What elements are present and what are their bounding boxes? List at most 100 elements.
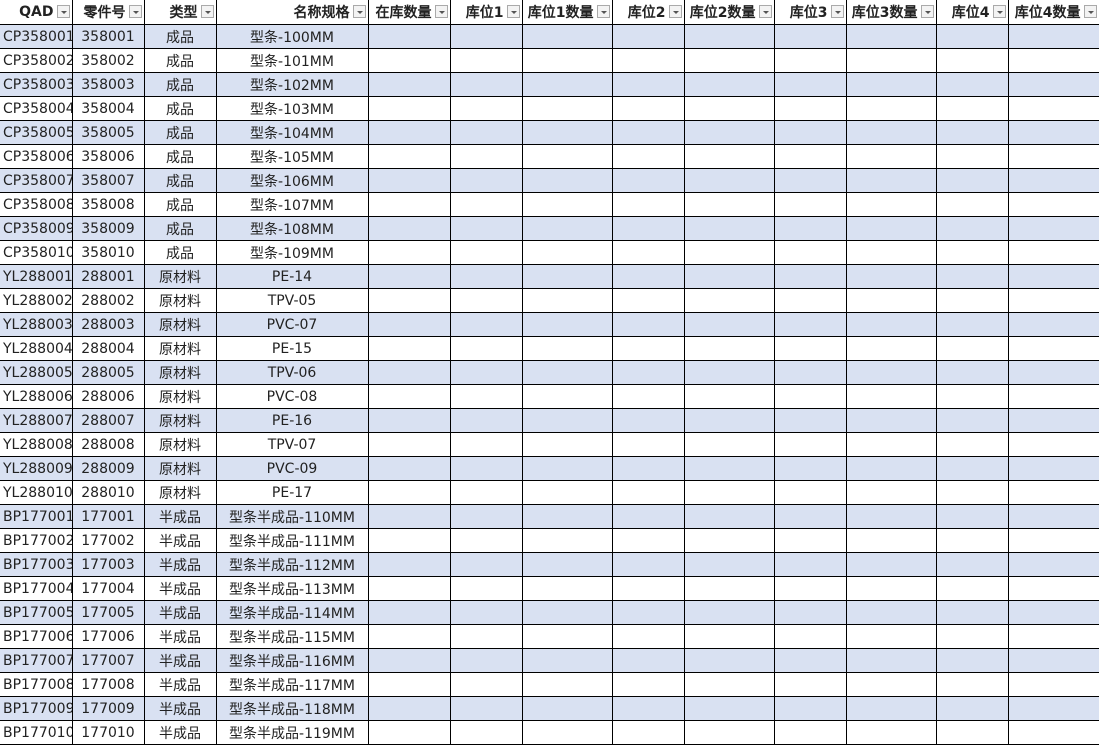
cell[interactable]: 型条-105MM [215, 144, 369, 169]
cell[interactable] [1007, 240, 1099, 265]
column-header[interactable]: 名称规格 [215, 0, 369, 25]
cell[interactable]: 成品 [143, 240, 217, 265]
cell[interactable] [935, 672, 1009, 697]
cell[interactable] [1007, 696, 1099, 721]
cell[interactable] [683, 720, 775, 745]
cell[interactable] [773, 432, 847, 457]
cell[interactable] [367, 360, 451, 385]
cell[interactable]: 358008 [71, 192, 145, 217]
cell[interactable] [845, 288, 937, 313]
cell[interactable] [773, 528, 847, 553]
cell[interactable]: YL288007 [0, 408, 73, 433]
cell[interactable]: 型条-102MM [215, 72, 369, 97]
cell[interactable] [683, 336, 775, 361]
cell[interactable] [449, 240, 523, 265]
cell[interactable] [449, 456, 523, 481]
cell[interactable]: 原材料 [143, 408, 217, 433]
cell[interactable] [1007, 96, 1099, 121]
cell[interactable] [611, 240, 685, 265]
cell[interactable] [845, 624, 937, 649]
cell[interactable] [773, 408, 847, 433]
cell[interactable] [1007, 216, 1099, 241]
cell[interactable] [845, 192, 937, 217]
cell[interactable]: 型条-108MM [215, 216, 369, 241]
cell[interactable] [521, 504, 613, 529]
cell[interactable] [367, 264, 451, 289]
cell[interactable] [935, 312, 1009, 337]
cell[interactable] [773, 456, 847, 481]
cell[interactable] [845, 48, 937, 73]
cell[interactable]: YL288010 [0, 480, 73, 505]
cell[interactable]: 358005 [71, 120, 145, 145]
cell[interactable]: 原材料 [143, 264, 217, 289]
cell[interactable]: 型条半成品-114MM [215, 600, 369, 625]
cell[interactable] [449, 480, 523, 505]
cell[interactable] [1007, 600, 1099, 625]
cell[interactable] [521, 216, 613, 241]
cell[interactable]: 358004 [71, 96, 145, 121]
cell[interactable] [935, 552, 1009, 577]
cell[interactable] [773, 624, 847, 649]
cell[interactable] [367, 144, 451, 169]
cell[interactable] [449, 360, 523, 385]
cell[interactable]: 成品 [143, 72, 217, 97]
cell[interactable] [935, 240, 1009, 265]
cell[interactable] [521, 648, 613, 673]
cell[interactable] [1007, 264, 1099, 289]
cell[interactable] [367, 696, 451, 721]
cell[interactable] [845, 504, 937, 529]
cell[interactable] [611, 408, 685, 433]
filter-dropdown-icon[interactable] [506, 5, 520, 18]
cell[interactable]: BP177009 [0, 696, 73, 721]
cell[interactable] [521, 672, 613, 697]
cell[interactable] [1007, 384, 1099, 409]
cell[interactable] [935, 216, 1009, 241]
cell[interactable] [611, 552, 685, 577]
cell[interactable] [611, 48, 685, 73]
cell[interactable] [935, 264, 1009, 289]
cell[interactable] [449, 600, 523, 625]
cell[interactable] [521, 120, 613, 145]
cell[interactable] [521, 288, 613, 313]
cell[interactable]: 型条-109MM [215, 240, 369, 265]
cell[interactable] [367, 192, 451, 217]
cell[interactable]: TPV-05 [215, 288, 369, 313]
cell[interactable] [845, 216, 937, 241]
cell[interactable] [367, 120, 451, 145]
cell[interactable] [449, 672, 523, 697]
cell[interactable] [773, 168, 847, 193]
cell[interactable] [521, 624, 613, 649]
cell[interactable] [521, 552, 613, 577]
cell[interactable] [845, 168, 937, 193]
cell[interactable] [845, 144, 937, 169]
cell[interactable]: 原材料 [143, 456, 217, 481]
cell[interactable] [449, 624, 523, 649]
cell[interactable]: 原材料 [143, 336, 217, 361]
cell[interactable] [845, 384, 937, 409]
cell[interactable] [683, 72, 775, 97]
cell[interactable] [845, 360, 937, 385]
cell[interactable] [845, 600, 937, 625]
column-header[interactable]: 零件号 [71, 0, 145, 25]
cell[interactable] [611, 504, 685, 529]
cell[interactable]: 型条半成品-119MM [215, 720, 369, 745]
cell[interactable] [773, 264, 847, 289]
cell[interactable] [1007, 24, 1099, 49]
filter-dropdown-icon[interactable] [352, 5, 366, 18]
cell[interactable]: BP177002 [0, 528, 73, 553]
cell[interactable]: 原材料 [143, 384, 217, 409]
cell[interactable] [611, 192, 685, 217]
cell[interactable] [521, 576, 613, 601]
cell[interactable] [935, 456, 1009, 481]
cell[interactable]: 型条-107MM [215, 192, 369, 217]
cell[interactable] [1007, 456, 1099, 481]
cell[interactable] [449, 24, 523, 49]
cell[interactable] [611, 648, 685, 673]
cell[interactable] [845, 336, 937, 361]
cell[interactable]: 成品 [143, 96, 217, 121]
cell[interactable] [611, 696, 685, 721]
cell[interactable] [611, 384, 685, 409]
cell[interactable] [367, 576, 451, 601]
cell[interactable]: 358006 [71, 144, 145, 169]
cell[interactable] [521, 600, 613, 625]
